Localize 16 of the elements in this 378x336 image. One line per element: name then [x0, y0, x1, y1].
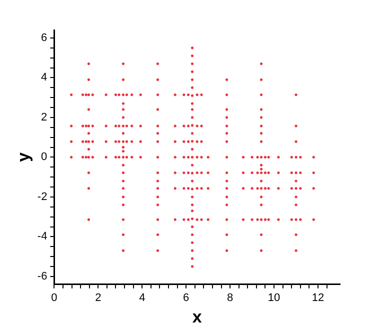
x-tick-label: 2: [95, 292, 102, 304]
x-tick-label: 0: [51, 292, 58, 304]
y-tick-label: 0: [41, 151, 48, 164]
x-axis-title: x: [192, 307, 202, 326]
x-tick-label: 8: [227, 292, 234, 304]
y-tick-label: -4: [37, 230, 48, 243]
x-tick-label: 12: [312, 292, 324, 304]
x-tick-label: 6: [183, 292, 190, 304]
x-tick-label: 4: [139, 292, 146, 304]
y-tick-label: -6: [37, 270, 48, 282]
y-tick-label: 2: [41, 111, 48, 124]
y-tick-label: -2: [37, 190, 48, 203]
y-tick-label: 6: [41, 32, 48, 44]
y-tick-label: 4: [41, 72, 48, 84]
y-axis-title: y: [14, 152, 33, 162]
x-tick-label: 10: [268, 292, 280, 304]
